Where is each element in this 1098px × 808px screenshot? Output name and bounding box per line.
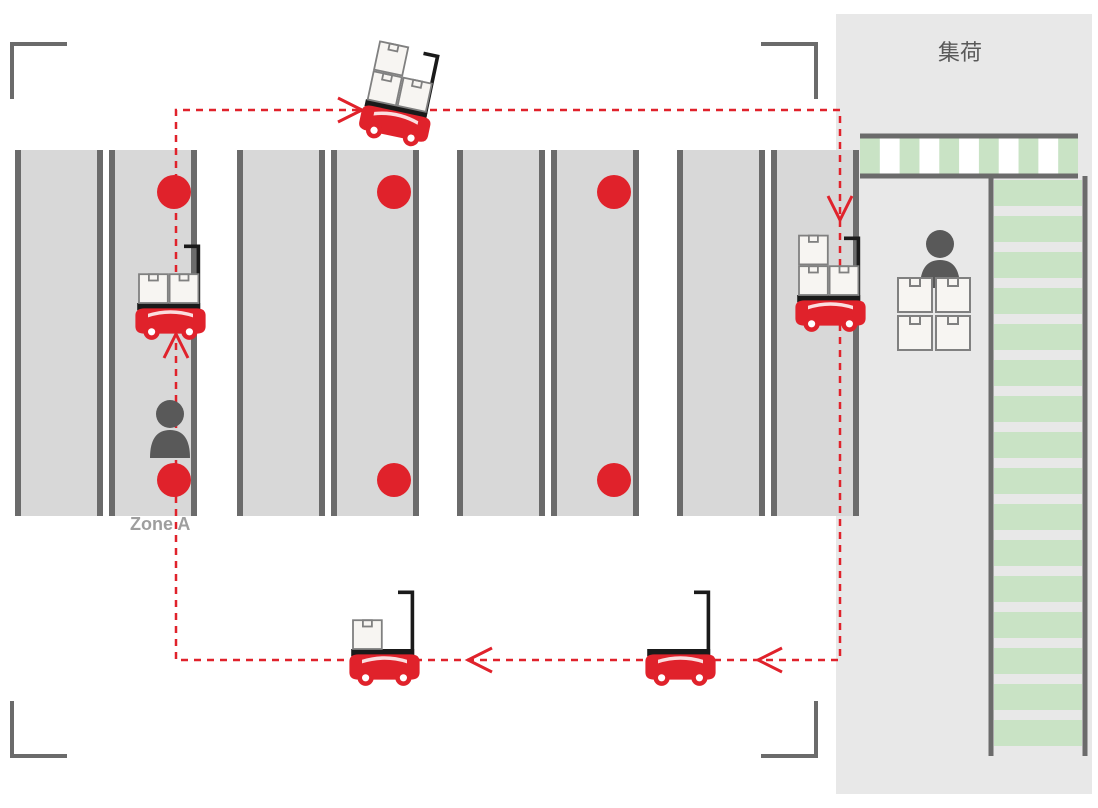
waypoint-dot: [377, 175, 411, 209]
stacked-box: [898, 278, 932, 312]
waypoint-dot: [377, 463, 411, 497]
zone-label: Zone A: [130, 514, 190, 534]
dock-platform: [860, 136, 1078, 176]
waypoint-dot: [597, 463, 631, 497]
stacked-box: [936, 278, 970, 312]
waypoint-dot: [597, 175, 631, 209]
waypoint-dot: [157, 175, 191, 209]
dock-title: 集荷: [938, 40, 982, 65]
waypoint-dot: [157, 463, 191, 497]
stacked-box: [898, 316, 932, 350]
stacked-box: [936, 316, 970, 350]
